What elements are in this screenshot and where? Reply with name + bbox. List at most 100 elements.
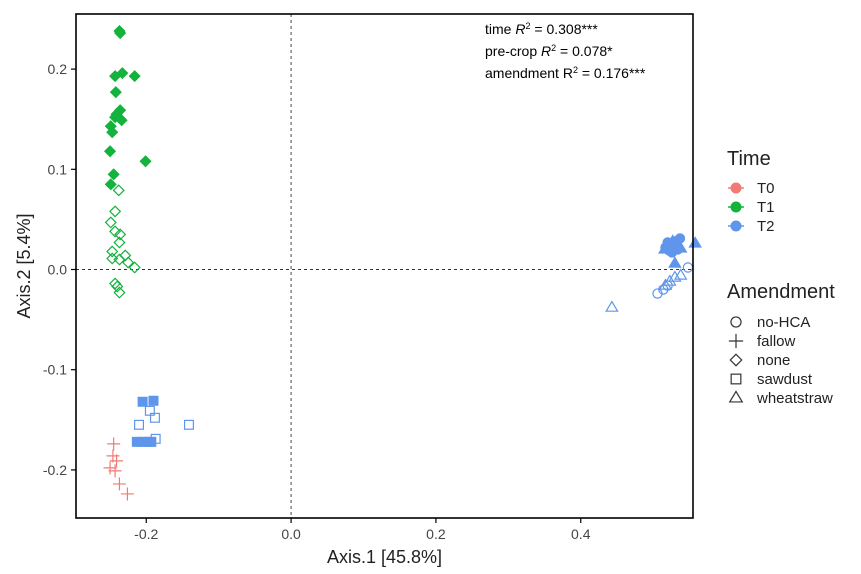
r2-superscript: 2 [525, 21, 530, 31]
legend-amendment-label: fallow [757, 333, 796, 350]
legend-time-swatch [730, 220, 742, 232]
point-T1-none [116, 67, 129, 80]
point-T2-wheatstraw [605, 300, 619, 312]
point-T1-none [128, 261, 141, 274]
y-tick-label: 0.0 [48, 262, 68, 278]
point-T1-none [112, 184, 125, 197]
point-T1-none [128, 70, 141, 83]
plot-frame [75, 13, 694, 519]
point-T2-wheatstraw [658, 278, 673, 290]
point-T1-none [111, 280, 124, 293]
legend-time-swatch [730, 182, 742, 194]
point-T0-fallow [103, 461, 117, 475]
r2-annotation: pre-crop R2 = 0.078* [485, 43, 613, 59]
point-T2-wheatstraw [665, 234, 680, 246]
point-T1-none [106, 245, 119, 258]
point-T1-none [106, 252, 119, 265]
r2-stat: R [515, 21, 525, 37]
y-tick-label: 0.2 [48, 61, 68, 77]
r2-annotation: time R2 = 0.308*** [485, 21, 598, 37]
legend-amendment-label: wheatstraw [756, 390, 833, 407]
r2-superscript: 2 [551, 43, 556, 53]
point-T1-none [106, 126, 119, 139]
point-T1-none [119, 249, 132, 262]
point-T2-wheatstraw [663, 274, 677, 286]
x-tick-label: 0.4 [571, 526, 591, 542]
point-T0-fallow [112, 477, 126, 491]
point-T1-none [109, 225, 122, 238]
point-T2-sawdust [137, 396, 148, 407]
point-T2-wheatstraw [688, 236, 702, 248]
point-T1-none [109, 205, 122, 218]
legend-time-swatch [730, 201, 742, 213]
legend-square-icon [730, 373, 742, 385]
legend-time-label: T0 [757, 180, 775, 197]
point-T1-none [122, 256, 135, 269]
point-T2-wheatstraw [673, 241, 688, 253]
x-tick-label: -0.2 [134, 526, 158, 542]
point-T1-none [114, 26, 127, 40]
r2-annotation: amendment R2 = 0.176*** [485, 65, 646, 81]
point-T2-sawdust [183, 419, 194, 430]
r2-value: = 0.176*** [578, 65, 646, 81]
r2-stat: R [541, 43, 551, 59]
point-T2-no-HCA [652, 288, 663, 299]
data-points [103, 24, 702, 501]
legend-amendment-title: Amendment [727, 281, 835, 303]
point-T2-sawdust [134, 419, 145, 430]
legend-time-label: T2 [757, 218, 775, 235]
legend-amendment-label: sawdust [757, 371, 813, 388]
legend-time-title: Time [727, 148, 771, 170]
point-T1-none [104, 216, 117, 229]
y-tick-label: 0.1 [48, 161, 68, 177]
point-T0-fallow [120, 487, 134, 501]
legend-circle-icon [730, 316, 742, 328]
point-T0-fallow [106, 449, 120, 463]
y-tick-label: -0.1 [43, 362, 67, 378]
reference-lines [76, 14, 693, 518]
point-T1-none [109, 86, 122, 99]
r2-prefix: amendment [485, 65, 563, 81]
legend-plus-icon [728, 333, 744, 349]
r2-annotations: time R2 = 0.308***pre-crop R2 = 0.078*am… [485, 21, 646, 81]
point-T1-none [104, 178, 117, 191]
legend-amendment-label: none [757, 352, 790, 369]
axes: -0.2 0.0 0.2 0.4 -0.2 -0.1 0.0 0.1 0.2 Axis.1 [45… [14, 61, 591, 567]
x-tick-label: 0.0 [281, 526, 301, 542]
point-T2-no-HCA [682, 262, 694, 273]
y-axis-label: Axis.2 [5.4%] [14, 213, 34, 318]
r2-prefix: time [485, 21, 515, 37]
point-T1-none [115, 114, 128, 127]
r2-prefix: pre-crop [485, 43, 541, 59]
point-T1-none [114, 228, 127, 241]
y-tick-label: -0.2 [43, 462, 67, 478]
point-T1-none [113, 236, 126, 249]
point-T1-none [139, 155, 152, 168]
r2-superscript: 2 [573, 65, 578, 75]
point-T2-wheatstraw [658, 242, 672, 254]
legend-triangle-icon [728, 390, 744, 403]
point-T0-fallow [108, 464, 122, 478]
point-T2-sawdust [150, 433, 161, 444]
legend-amendment-label: no-HCA [757, 314, 810, 331]
r2-value: = 0.078* [556, 43, 613, 59]
r2-value: = 0.308*** [530, 21, 598, 37]
legend-diamond-icon [729, 353, 743, 367]
point-T2-wheatstraw [673, 268, 688, 280]
point-T1-none [113, 253, 126, 266]
point-T2-wheatstraw [668, 270, 682, 282]
x-tick-label: 0.2 [426, 526, 446, 542]
point-T2-sawdust [148, 395, 159, 406]
point-T1-none [103, 145, 117, 158]
legend: Time T0 T1 T2 Amendment no-HCA fallow none sawdu… [727, 148, 835, 407]
point-T1-none [113, 286, 126, 299]
legend-time-label: T1 [757, 199, 775, 216]
point-T2-sawdust [149, 412, 160, 423]
point-T2-wheatstraw [668, 256, 682, 268]
point-T1-none [107, 168, 120, 181]
point-T0-fallow [107, 437, 121, 451]
point-T0-fallow [110, 454, 124, 468]
r2-stat: R [563, 65, 573, 81]
